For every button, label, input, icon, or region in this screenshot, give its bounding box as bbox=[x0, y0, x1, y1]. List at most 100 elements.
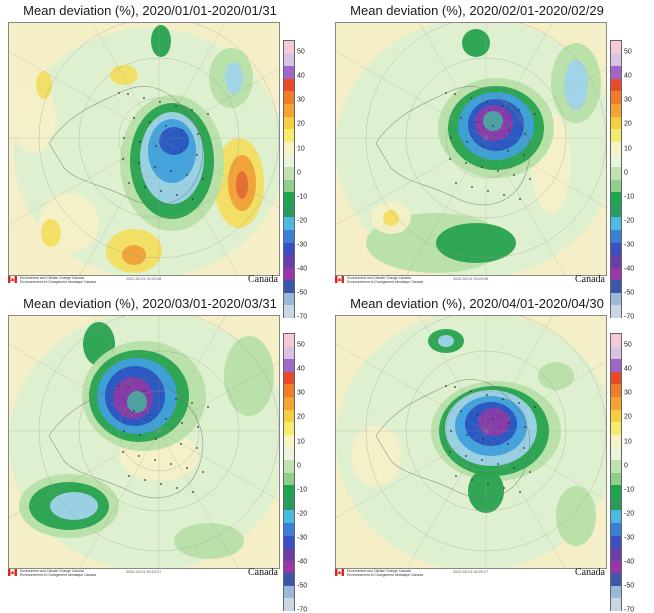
contour-region bbox=[564, 60, 588, 110]
contour-region bbox=[174, 523, 244, 559]
station-marker bbox=[160, 483, 162, 485]
station-marker bbox=[518, 402, 520, 404]
station-marker bbox=[192, 491, 194, 493]
legend-swatch bbox=[283, 129, 295, 142]
meridian-line bbox=[485, 68, 606, 139]
legend-tick-label: -10 bbox=[624, 486, 635, 494]
station-marker bbox=[197, 426, 199, 428]
map-title: Mean deviation (%), 2020/01/01-2020/01/3… bbox=[23, 3, 277, 18]
legend-tick-label: -50 bbox=[297, 582, 308, 590]
station-marker bbox=[207, 113, 209, 115]
legend-swatch bbox=[283, 472, 295, 486]
legend-swatch bbox=[283, 497, 295, 511]
station-marker bbox=[492, 418, 494, 420]
canada-flag-icon bbox=[335, 569, 344, 576]
map-title: Mean deviation (%), 2020/04/01-2020/04/3… bbox=[350, 296, 604, 311]
legend-swatch bbox=[610, 396, 622, 410]
station-marker bbox=[186, 174, 188, 176]
contour-region bbox=[438, 335, 454, 347]
legend-swatch bbox=[610, 346, 622, 360]
legend-tick-label: 30 bbox=[297, 389, 305, 397]
meridian-line bbox=[158, 23, 226, 139]
legend-swatch bbox=[610, 422, 622, 435]
meridian-line bbox=[158, 137, 239, 275]
org-name-en: Environment and Climate Change Canada bbox=[20, 569, 84, 573]
station-marker bbox=[454, 386, 456, 388]
station-marker bbox=[202, 178, 204, 180]
color-scale-legend: 50 40 30 20 10 0 -10 -20 -30 -40 -50 -70 bbox=[283, 40, 307, 320]
legend-swatch bbox=[610, 434, 622, 448]
contour-region bbox=[122, 245, 146, 265]
legend-swatch bbox=[283, 459, 295, 473]
station-marker bbox=[450, 137, 452, 139]
meridian-line bbox=[336, 344, 487, 432]
meridian-line bbox=[79, 430, 160, 568]
legend-swatch bbox=[283, 396, 295, 410]
station-marker bbox=[191, 109, 193, 111]
legend-tick-label: 20 bbox=[624, 120, 632, 128]
legend-swatch bbox=[283, 371, 295, 385]
station-marker bbox=[192, 198, 194, 200]
meridian-line bbox=[485, 137, 606, 208]
map-footer: Environment and Climate Change Canada Env… bbox=[8, 274, 278, 289]
station-marker bbox=[529, 178, 531, 180]
station-marker bbox=[445, 92, 447, 94]
meridian-line bbox=[336, 137, 487, 225]
station-marker bbox=[503, 487, 505, 489]
legend-swatch bbox=[610, 333, 622, 347]
station-marker bbox=[175, 398, 177, 400]
station-marker bbox=[465, 455, 467, 457]
legend-swatch bbox=[283, 535, 295, 549]
meridian-line bbox=[9, 51, 160, 139]
station-marker bbox=[180, 150, 182, 152]
legend-swatch bbox=[283, 305, 295, 319]
legend-tick-label: -50 bbox=[297, 289, 308, 297]
contour-region bbox=[36, 71, 52, 99]
contour-region bbox=[462, 29, 490, 57]
station-marker bbox=[465, 162, 467, 164]
station-marker bbox=[128, 182, 130, 184]
station-marker bbox=[207, 406, 209, 408]
legend-tick-label: -50 bbox=[624, 582, 635, 590]
legend-tick-label: -30 bbox=[624, 241, 635, 249]
legend-swatch bbox=[610, 535, 622, 549]
panel-mar: Mean deviation (%), 2020/03/01-2020/03/3… bbox=[0, 293, 327, 613]
legend-swatch bbox=[610, 459, 622, 473]
station-marker bbox=[524, 133, 526, 135]
station-marker bbox=[133, 117, 135, 119]
legend-swatch bbox=[283, 585, 295, 599]
station-marker bbox=[482, 438, 484, 440]
contour-region bbox=[225, 62, 243, 94]
station-marker bbox=[445, 385, 447, 387]
meridian-line bbox=[419, 23, 487, 139]
org-name-en: Environment and Climate Change Canada bbox=[347, 569, 411, 573]
legend-swatch bbox=[610, 192, 622, 205]
contour-region bbox=[110, 65, 138, 85]
legend-swatch bbox=[283, 434, 295, 448]
legend-swatch bbox=[283, 333, 295, 347]
legend-swatch bbox=[283, 179, 295, 193]
station-marker bbox=[118, 92, 120, 94]
legend-tick-label: -70 bbox=[624, 606, 635, 613]
legend-tick-label: 30 bbox=[624, 389, 632, 397]
contour-region bbox=[483, 111, 503, 131]
station-marker bbox=[513, 174, 515, 176]
legend-swatch bbox=[283, 548, 295, 561]
legend-swatch bbox=[283, 141, 295, 155]
station-marker bbox=[508, 422, 510, 424]
legend-swatch bbox=[283, 598, 295, 612]
legend-swatch bbox=[610, 598, 622, 612]
legend-swatch bbox=[610, 485, 622, 498]
station-marker bbox=[523, 447, 525, 449]
station-marker bbox=[176, 487, 178, 489]
legend-swatch bbox=[610, 522, 622, 536]
canada-wordmark: Canada bbox=[575, 274, 605, 285]
legend-swatch bbox=[610, 166, 622, 180]
legend-tick-label: -70 bbox=[297, 606, 308, 613]
legend-swatch bbox=[610, 66, 622, 79]
meridian-line bbox=[79, 137, 160, 275]
station-marker bbox=[486, 394, 488, 396]
station-marker bbox=[470, 97, 472, 99]
station-marker bbox=[159, 101, 161, 103]
legend-tick-label: 40 bbox=[297, 72, 305, 80]
